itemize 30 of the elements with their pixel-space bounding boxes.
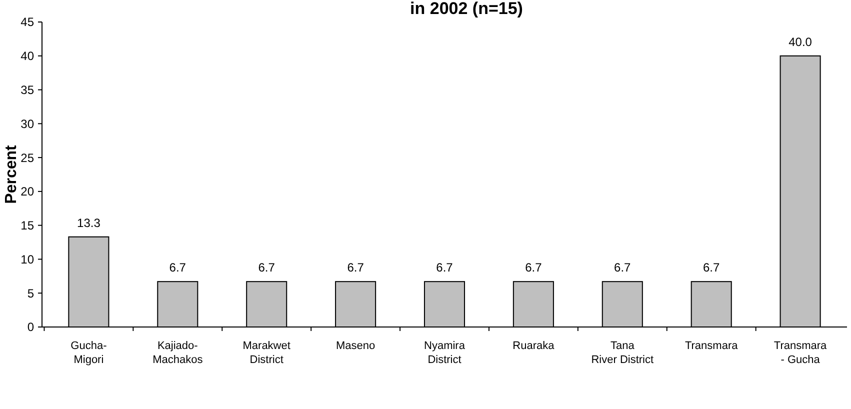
y-tick-label: 10	[20, 252, 34, 266]
x-tick-label: Transmara - Gucha	[774, 340, 828, 366]
y-tick-label: 25	[20, 150, 34, 165]
data-label: 40.0	[788, 34, 812, 49]
data-label: 6.7	[436, 260, 454, 275]
y-tick-label: 35	[20, 82, 34, 97]
x-tick-label: Nyamira District	[424, 340, 466, 366]
y-tick-label: 5	[27, 286, 34, 300]
y-axis-title: Percent	[3, 144, 20, 204]
data-label: 6.7	[258, 260, 276, 275]
data-label: 6.7	[169, 260, 186, 275]
y-tick-label: 40	[20, 49, 34, 64]
data-label: 13.3	[77, 216, 101, 230]
x-tick-label: Gucha-Migori	[70, 340, 108, 366]
x-tick-label: Transmara	[684, 340, 739, 352]
data-label: 6.7	[347, 260, 364, 275]
x-tick-label: Ruaraka	[512, 340, 556, 352]
chart-title: in 2002 (n=15)	[410, 0, 523, 18]
y-tick-label: 20	[20, 184, 34, 199]
x-tick-label: Kajiado-Machakos	[152, 340, 204, 366]
x-tick-label: Tana River District	[591, 340, 654, 366]
y-tick-label: 30	[20, 116, 34, 131]
x-tick-label: Maseno	[336, 340, 376, 352]
y-tick-label: 45	[20, 15, 34, 30]
y-tick-label: 15	[20, 218, 34, 233]
y-tick-label: 0	[27, 320, 34, 334]
data-label: 6.7	[614, 260, 632, 275]
data-label: 6.7	[525, 260, 542, 275]
x-tick-label: Marakwet District	[242, 340, 290, 366]
data-label: 6.7	[703, 260, 720, 275]
